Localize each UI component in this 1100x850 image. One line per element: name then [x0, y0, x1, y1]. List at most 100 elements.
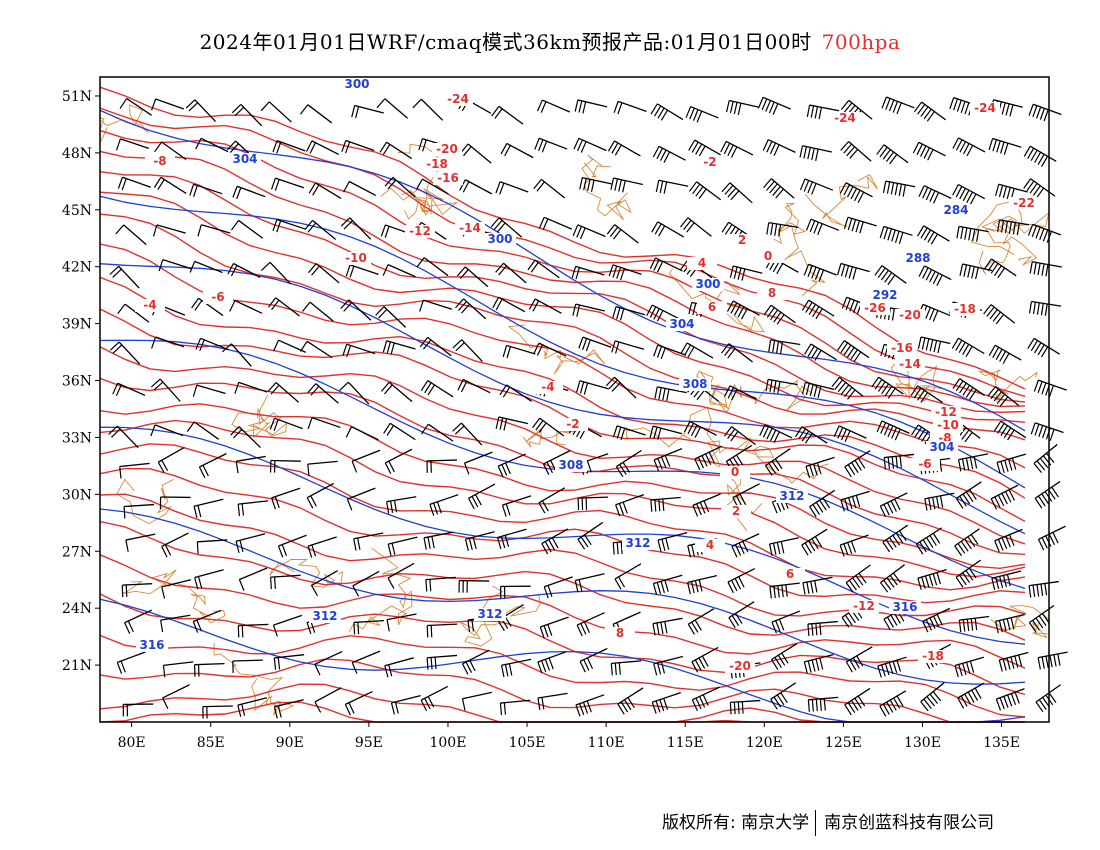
lat-tick-label: 45N	[62, 203, 92, 219]
wind-barb	[536, 99, 571, 113]
wind-barb	[805, 456, 835, 478]
wind-barb	[308, 182, 342, 200]
wind-barb	[387, 536, 418, 556]
temperature-label: 6	[786, 567, 794, 581]
wind-barb	[1028, 300, 1062, 316]
wind-barb	[306, 482, 334, 509]
wind-barb	[807, 620, 838, 637]
wind-barb	[426, 654, 458, 670]
wind-barb	[952, 137, 986, 157]
wind-barb	[657, 532, 688, 552]
wind-barb	[459, 143, 492, 164]
contour-label-bg	[775, 568, 805, 581]
wind-barb	[237, 623, 269, 638]
wind-barb	[679, 217, 712, 237]
wind-barb	[185, 99, 217, 122]
wind-barb	[910, 385, 943, 404]
wind-barb	[879, 492, 908, 518]
wind-barb	[651, 221, 685, 238]
temperature-label: -20	[729, 659, 751, 673]
contour-label-bg	[887, 342, 917, 355]
temperature-isotherm	[99, 634, 1026, 718]
wind-barb	[652, 574, 683, 596]
wind-barb	[720, 140, 754, 158]
temperature-label: -14	[459, 221, 481, 235]
wind-barb	[880, 564, 905, 593]
temperature-isotherm	[99, 403, 1026, 570]
wind-barb	[771, 642, 798, 670]
contour-label-bg	[341, 252, 371, 265]
border-line	[804, 173, 878, 228]
wind-barb	[839, 182, 873, 203]
wind-barb	[382, 264, 416, 278]
contour-label-bg	[889, 601, 921, 614]
wind-barb	[230, 426, 261, 449]
wind-barb	[575, 694, 605, 717]
wind-barb	[119, 462, 150, 479]
lat-tick-label: 21N	[62, 658, 92, 674]
wind-barb	[917, 225, 950, 245]
lon-tick-label: 105E	[509, 735, 546, 751]
wind-barb	[1033, 379, 1067, 397]
contour-label-bg	[422, 158, 452, 171]
wind-barb	[387, 562, 415, 589]
wind-barb	[691, 646, 719, 673]
company-text: 南京创蓝科技有限公司	[824, 813, 995, 833]
wind-barb	[617, 687, 644, 715]
wind-barb	[351, 104, 384, 119]
wind-barb	[729, 265, 763, 281]
wind-barb	[574, 573, 605, 593]
temperature-label: -18	[426, 157, 448, 171]
wind-barb	[915, 527, 943, 555]
wind-barb	[194, 569, 224, 590]
temperature-contours	[99, 86, 1026, 723]
wind-barb	[804, 343, 837, 361]
wind-barb	[267, 382, 299, 403]
contour-label-bg	[849, 600, 879, 613]
wind-barb	[613, 100, 647, 115]
temperature-isotherm	[99, 346, 1026, 545]
contour-label-bg	[203, 291, 233, 304]
wind-barb	[533, 178, 566, 199]
wind-barb	[222, 343, 252, 367]
wind-barb	[958, 615, 990, 633]
lon-tick-label: 115E	[667, 735, 704, 751]
wind-barb	[608, 264, 642, 281]
temperature-label: -12	[853, 599, 875, 613]
wind-barb	[1023, 145, 1057, 167]
wind-barb	[990, 484, 1019, 510]
wind-barb	[340, 217, 372, 240]
wind-barb	[463, 451, 493, 475]
wind-barb	[1034, 481, 1061, 509]
wind-barb	[415, 178, 449, 195]
wind-barb	[655, 179, 689, 194]
contour-label-bg	[1009, 197, 1039, 210]
height-contour	[99, 426, 1026, 645]
height-label: 300	[695, 277, 720, 291]
wind-barb	[232, 185, 266, 200]
contour-label-bg	[135, 299, 165, 312]
wind-barb	[612, 425, 646, 440]
wind-barb	[998, 651, 1029, 672]
wind-barb	[651, 691, 681, 714]
wind-barb	[384, 657, 414, 678]
wind-barb	[467, 483, 496, 510]
wind-barb	[652, 617, 683, 636]
wind-barb	[831, 376, 864, 400]
wind-barb	[383, 422, 416, 441]
wind-barb	[871, 376, 904, 399]
wind-barb	[844, 687, 871, 716]
contour-label-bg	[910, 458, 940, 471]
wind-barb	[495, 262, 527, 284]
temperature-label: -6	[211, 290, 224, 304]
wind-barb	[538, 216, 572, 231]
wind-barb	[801, 528, 828, 556]
lon-tick-label: 120E	[746, 735, 783, 751]
wind-barb	[497, 528, 527, 550]
wind-barb	[267, 297, 300, 317]
copyright-text: 版权所有: 南京大学	[662, 813, 810, 833]
wind-barb	[115, 138, 150, 151]
wind-barb	[1030, 422, 1064, 441]
wind-barb	[495, 416, 529, 431]
wind-barb	[497, 453, 526, 478]
